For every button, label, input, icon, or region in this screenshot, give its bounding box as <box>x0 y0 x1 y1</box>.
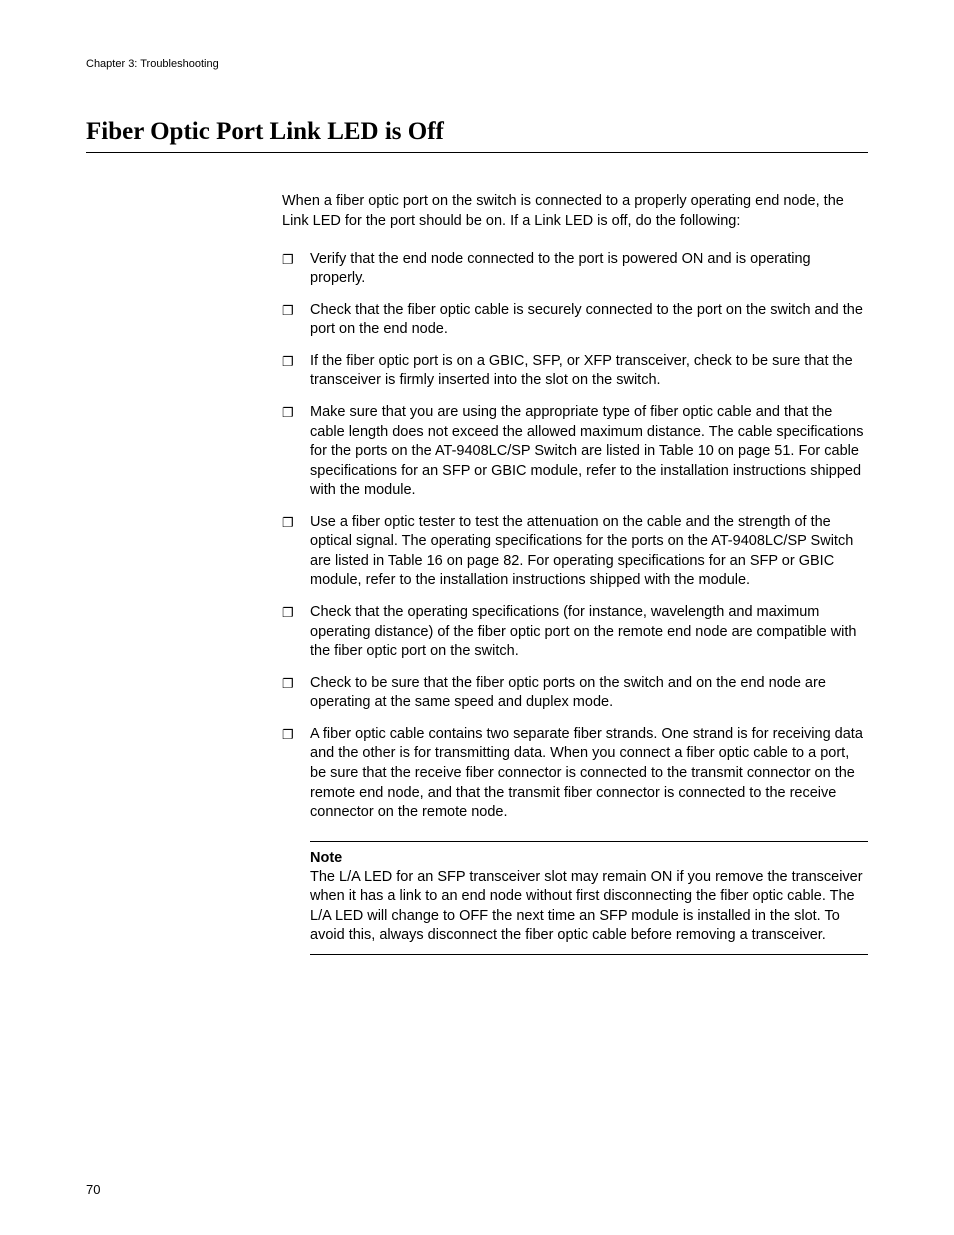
section-title: Fiber Optic Port Link LED is Off <box>86 118 868 153</box>
checklist: Verify that the end node connected to th… <box>282 250 868 823</box>
content-area: When a fiber optic port on the switch is… <box>282 191 868 955</box>
checklist-item: If the fiber optic port is on a GBIC, SF… <box>282 352 868 391</box>
checklist-item: Verify that the end node connected to th… <box>282 250 868 289</box>
checklist-item: Use a fiber optic tester to test the att… <box>282 513 868 591</box>
checklist-item: Check to be sure that the fiber optic po… <box>282 674 868 713</box>
checklist-item: A fiber optic cable contains two separat… <box>282 725 868 823</box>
checklist-item: Check that the fiber optic cable is secu… <box>282 301 868 340</box>
note-text: The L/A LED for an SFP transceiver slot … <box>310 868 868 946</box>
chapter-header: Chapter 3: Troubleshooting <box>86 58 868 70</box>
note-box: Note The L/A LED for an SFP transceiver … <box>310 841 868 955</box>
note-label: Note <box>310 850 868 866</box>
checklist-item: Check that the operating specifications … <box>282 603 868 662</box>
intro-paragraph: When a fiber optic port on the switch is… <box>282 191 868 232</box>
page-number: 70 <box>86 1182 100 1197</box>
checklist-item: Make sure that you are using the appropr… <box>282 403 868 501</box>
